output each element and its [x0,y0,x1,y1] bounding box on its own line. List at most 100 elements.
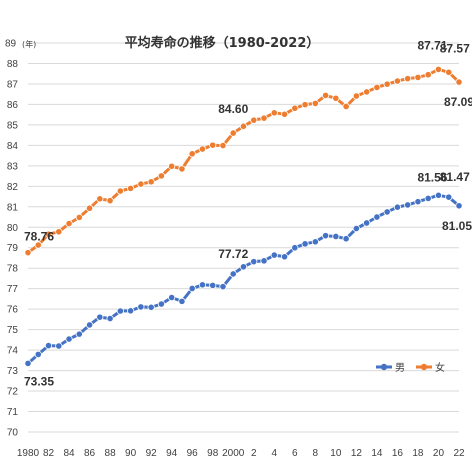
x-tick-label: 22 [453,448,465,459]
data-point [127,307,135,315]
data-point [178,297,186,305]
data-point [116,307,124,315]
data-point [332,232,340,241]
data-point [229,270,237,278]
data-point [455,202,463,210]
x-tick-label: 18 [412,448,424,459]
y-tick-label: 81 [7,202,19,213]
data-point [250,116,258,124]
x-tick-label: 6 [292,448,298,459]
data-point [280,253,289,261]
data-point [414,198,422,206]
x-tick-label: 92 [146,448,158,459]
data-point [260,114,268,122]
data-point [44,230,53,238]
series-group [24,65,463,368]
data-point [332,94,340,102]
x-tick-label: 10 [330,448,342,459]
y-tick-label: 72 [7,387,19,398]
data-point [157,300,166,308]
data-point [404,75,412,83]
data-point [209,141,217,149]
data-label: 87.71 [417,38,447,52]
data-point [250,258,258,266]
data-point [147,178,155,186]
data-point [311,99,319,107]
x-tick-label: 96 [187,448,199,459]
legend-marker [380,363,388,371]
x-tick-label: 84 [63,448,75,459]
y-axis-ticks: 70 71 72 73 74 75 76 77 78 79 80 81 82 83 84 85 86 87 88 89 [5,39,18,439]
data-point [137,303,145,311]
data-label: 81.56 [417,170,447,184]
data-point [24,359,32,368]
series-0 [24,191,463,368]
y-tick-label: 77 [7,284,19,295]
y-tick-label: 70 [7,428,19,439]
y-tick-label: 71 [7,407,19,418]
data-point [342,235,350,243]
x-tick-label: 8 [313,448,319,459]
data-point [260,257,268,265]
x-tick-label: 1980 [17,448,40,459]
data-point [34,241,42,249]
data-label: 87.09 [444,95,472,109]
data-point [373,83,381,92]
data-point [434,191,443,199]
data-point [55,342,63,350]
y-tick-label: 88 [7,59,19,70]
data-point [445,193,453,201]
x-tick-label: 2000 [222,448,245,459]
y-tick-label: 74 [7,346,19,357]
x-tick-label: 4 [272,448,278,459]
y-tick-label: 83 [7,161,19,172]
data-point [383,208,391,216]
data-point [352,224,360,233]
data-point [65,219,73,228]
data-point [301,101,309,109]
data-point [373,213,381,221]
data-point [342,102,350,111]
data-point [178,165,186,173]
data-point [363,88,371,96]
data-point [455,78,463,86]
data-point [106,314,114,323]
data-point [321,232,330,240]
y-tick-label: 87 [7,79,19,90]
x-tick-label: 12 [351,448,363,459]
y-tick-label: 84 [7,141,19,152]
data-label: 87.57 [440,41,470,55]
data-point [393,77,402,85]
data-point [363,219,371,227]
y-tick-label: 73 [7,366,19,377]
y-tick-label: 76 [7,305,19,316]
data-point [219,283,227,291]
y-tick-label: 89 [5,39,17,50]
y-tick-label: 86 [7,100,19,111]
x-tick-label: 94 [166,448,178,459]
data-point [106,197,114,205]
data-point [168,162,176,170]
data-point [198,145,207,153]
legend-label: 男 [395,362,405,374]
data-point [414,73,422,81]
data-point [85,204,94,212]
data-point [352,92,360,100]
data-point [85,321,94,329]
data-point [393,203,402,211]
data-point [383,80,391,88]
y-axis-unit: (年) [22,39,36,49]
data-point [404,201,412,209]
data-point [434,65,443,74]
x-tick-label: 86 [84,448,96,459]
data-point [188,284,196,293]
data-point [157,172,166,180]
x-tick-label: 16 [392,448,404,459]
data-label: 77.72 [218,247,248,261]
data-point [75,213,83,222]
data-point [291,244,299,252]
data-point [311,238,319,246]
